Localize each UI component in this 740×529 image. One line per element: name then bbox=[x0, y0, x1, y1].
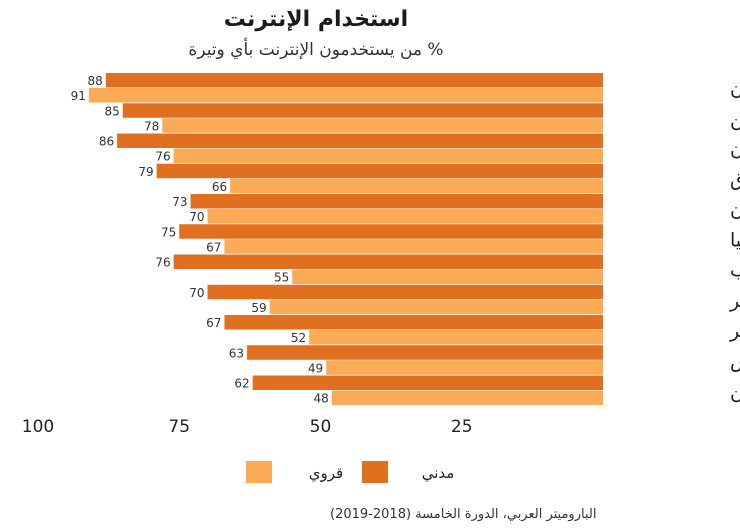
legend-swatch-urban bbox=[362, 461, 388, 483]
category-label-4: السودان bbox=[730, 199, 740, 221]
x-tick-0: 100 bbox=[22, 417, 54, 437]
legend-label-rural: قروي bbox=[309, 464, 343, 483]
legend: مدني قروي bbox=[246, 461, 454, 483]
bar-rural-8 bbox=[309, 330, 603, 345]
value-label-rural-8: 52 bbox=[291, 331, 306, 345]
bar-urban-5 bbox=[179, 224, 603, 239]
bar-urban-2 bbox=[117, 133, 603, 148]
bar-urban-0 bbox=[105, 73, 604, 88]
bar-rural-0 bbox=[88, 88, 604, 103]
bar-urban-1 bbox=[122, 103, 603, 118]
value-label-urban-0: 88 bbox=[88, 74, 103, 88]
bar-rural-5 bbox=[224, 239, 603, 254]
value-label-rural-3: 66 bbox=[212, 180, 227, 194]
bar-rural-1 bbox=[162, 118, 604, 133]
bar-rural-9 bbox=[326, 360, 603, 375]
category-labels: لبنان فلسطين الأردن العراق السودان ليبيا المغر… bbox=[729, 78, 740, 403]
legend-label-urban: مدني bbox=[422, 464, 455, 483]
bar-urban-6 bbox=[173, 254, 603, 269]
bar-rural-4 bbox=[207, 209, 603, 224]
value-label-rural-4: 70 bbox=[189, 210, 204, 224]
bar-rural-10 bbox=[331, 390, 603, 405]
legend-swatch-rural bbox=[246, 461, 272, 483]
bar-rural-7 bbox=[269, 299, 603, 315]
value-label-urban-8: 67 bbox=[206, 316, 221, 330]
value-label-urban-10: 62 bbox=[234, 377, 249, 391]
x-tick-1: 75 bbox=[168, 417, 190, 437]
source-note: الباروميتر العربي، الدورة الخامسة (2018-… bbox=[330, 507, 596, 522]
x-axis-ticks: 100 75 50 25 bbox=[22, 417, 473, 437]
value-label-rural-0: 91 bbox=[71, 89, 86, 103]
category-label-8: مصر bbox=[729, 320, 740, 342]
value-label-urban-5: 75 bbox=[161, 225, 176, 239]
value-label-urban-1: 85 bbox=[104, 104, 119, 118]
bar-urban-3 bbox=[156, 163, 603, 179]
category-label-2: الأردن bbox=[730, 138, 740, 161]
category-label-10: اليمن bbox=[730, 381, 740, 403]
value-label-urban-2: 86 bbox=[99, 135, 114, 149]
value-label-rural-6: 55 bbox=[274, 271, 289, 285]
category-label-6: المغرب bbox=[730, 260, 740, 282]
value-label-urban-9: 63 bbox=[229, 346, 244, 360]
chart-subtitle: % من يستخدمون الإنترنت بأي وتيرة bbox=[188, 37, 443, 60]
value-label-urban-4: 73 bbox=[172, 195, 187, 209]
x-tick-3: 25 bbox=[451, 417, 473, 437]
value-label-urban-6: 76 bbox=[155, 256, 170, 270]
value-label-rural-10: 48 bbox=[314, 392, 329, 406]
bar-urban-7 bbox=[207, 284, 603, 300]
value-label-rural-5: 67 bbox=[206, 240, 221, 254]
bar-urban-9 bbox=[247, 345, 604, 360]
category-label-1: فلسطين bbox=[730, 108, 740, 130]
bar-rural-6 bbox=[292, 269, 603, 284]
value-label-rural-7: 59 bbox=[251, 301, 266, 315]
category-label-9: تونس bbox=[730, 350, 740, 372]
bar-urban-10 bbox=[252, 375, 603, 390]
bar-urban-8 bbox=[224, 315, 603, 330]
value-label-rural-1: 78 bbox=[144, 119, 159, 133]
category-label-5: ليبيا bbox=[730, 229, 740, 251]
category-label-3: العراق bbox=[730, 169, 740, 191]
value-label-rural-9: 49 bbox=[308, 361, 323, 375]
value-label-urban-7: 70 bbox=[189, 286, 204, 300]
chart-title: استخدام الإنترنت bbox=[224, 7, 408, 32]
value-label-urban-3: 79 bbox=[138, 165, 153, 179]
bar-rural-3 bbox=[230, 178, 603, 194]
bar-rural-2 bbox=[173, 148, 603, 163]
category-label-7: الجزائر bbox=[729, 290, 740, 312]
x-tick-2: 50 bbox=[310, 417, 332, 437]
bars-group: 8891857886767966737075677655705967526349… bbox=[71, 73, 604, 406]
category-label-0: لبنان bbox=[730, 78, 740, 100]
value-label-rural-2: 76 bbox=[155, 150, 170, 164]
bar-urban-4 bbox=[190, 194, 604, 209]
